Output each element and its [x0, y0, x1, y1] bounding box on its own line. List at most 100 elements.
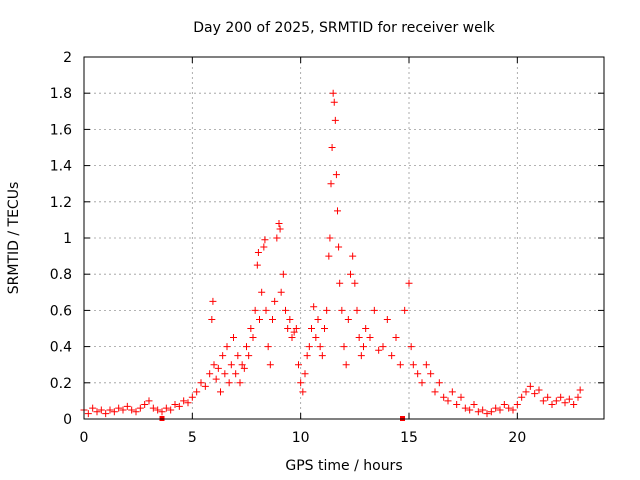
data-point	[102, 410, 110, 418]
y-tick-label: 0.4	[50, 340, 72, 356]
data-point	[383, 315, 391, 323]
data-point	[427, 370, 435, 378]
y-axis-label: SRMTID / TECUs	[6, 182, 22, 295]
x-axis-label: GPS time / hours	[285, 458, 402, 474]
data-point	[435, 379, 443, 387]
data-point	[347, 270, 354, 278]
y-tick-label: 2	[63, 50, 72, 66]
data-point	[254, 248, 262, 256]
data-point	[249, 334, 257, 342]
data-point	[271, 297, 279, 305]
data-point	[576, 386, 584, 394]
data-point	[158, 408, 166, 416]
data-point	[326, 234, 334, 242]
data-point	[335, 243, 343, 251]
data-point	[330, 98, 338, 106]
data-point	[539, 397, 547, 405]
data-point	[570, 401, 578, 409]
axes: 00.20.40.60.811.21.41.61.820 5 10 15 20	[50, 50, 604, 446]
data-point	[262, 306, 270, 314]
data-point	[351, 279, 359, 287]
data-point	[214, 364, 222, 372]
data-point	[303, 352, 311, 360]
data-point	[492, 404, 500, 412]
data-point	[201, 382, 209, 390]
data-point	[277, 288, 285, 296]
data-point	[154, 406, 162, 414]
data-point	[509, 406, 517, 414]
data-point	[565, 395, 573, 403]
data-point	[119, 406, 127, 414]
data-point	[314, 315, 322, 323]
data-point	[128, 406, 136, 414]
data-point	[84, 410, 92, 418]
data-point	[457, 393, 465, 401]
data-point	[466, 406, 474, 414]
data-point	[217, 388, 224, 396]
data-point	[360, 343, 367, 351]
data-point	[414, 370, 422, 378]
data-point	[334, 207, 341, 215]
data-point	[500, 401, 508, 409]
data-point	[470, 401, 478, 409]
x-tick-label: 15	[400, 430, 418, 446]
data-point	[253, 261, 261, 269]
data-point	[234, 352, 242, 360]
data-point	[379, 343, 387, 351]
data-point	[357, 352, 365, 360]
data-point	[286, 315, 294, 323]
data-point	[209, 297, 217, 305]
data-point	[297, 379, 305, 387]
data-point	[328, 144, 336, 151]
y-tick-label: 0.6	[50, 303, 72, 319]
y-tick-label: 1.6	[50, 122, 72, 138]
data-point	[325, 252, 333, 260]
data-point	[232, 370, 240, 378]
data-point	[461, 404, 469, 412]
data-point	[162, 404, 170, 412]
data-point	[188, 393, 196, 401]
data-point	[574, 393, 582, 401]
data-point	[264, 343, 272, 351]
data-point	[221, 370, 229, 378]
data-point	[474, 408, 482, 416]
data-point	[284, 325, 292, 332]
x-tick-label: 10	[292, 430, 310, 446]
data-point	[362, 325, 370, 332]
data-point	[145, 397, 153, 405]
data-point	[355, 334, 363, 342]
data-point	[518, 393, 526, 401]
y-tick-label: 0.8	[50, 267, 72, 283]
data-point	[275, 220, 283, 228]
data-point	[535, 386, 543, 394]
data-point	[247, 325, 255, 332]
data-point	[338, 306, 346, 314]
data-point	[115, 404, 123, 412]
data-point	[175, 402, 183, 410]
data-point	[123, 402, 131, 410]
data-point	[132, 408, 140, 416]
data-point	[141, 401, 149, 409]
data-point	[97, 406, 105, 414]
y-tick-label: 0	[63, 412, 72, 428]
data-point	[323, 306, 331, 314]
data-point	[340, 343, 348, 351]
grid	[84, 57, 604, 419]
data-point	[396, 361, 404, 369]
data-point	[479, 406, 487, 414]
data-point	[561, 399, 569, 407]
data-point	[167, 406, 175, 414]
data-point	[401, 306, 409, 314]
data-point	[260, 243, 268, 251]
data-point	[261, 236, 269, 244]
data-point	[329, 89, 337, 97]
x-tick-label: 20	[508, 430, 526, 446]
data-point	[136, 404, 144, 412]
data-point	[336, 279, 344, 287]
data-point	[431, 388, 439, 396]
data-point	[409, 361, 417, 369]
x-tick-label: 5	[188, 430, 197, 446]
data-point	[388, 352, 396, 360]
data-point	[299, 388, 307, 396]
x-tick-label: 0	[80, 430, 89, 446]
